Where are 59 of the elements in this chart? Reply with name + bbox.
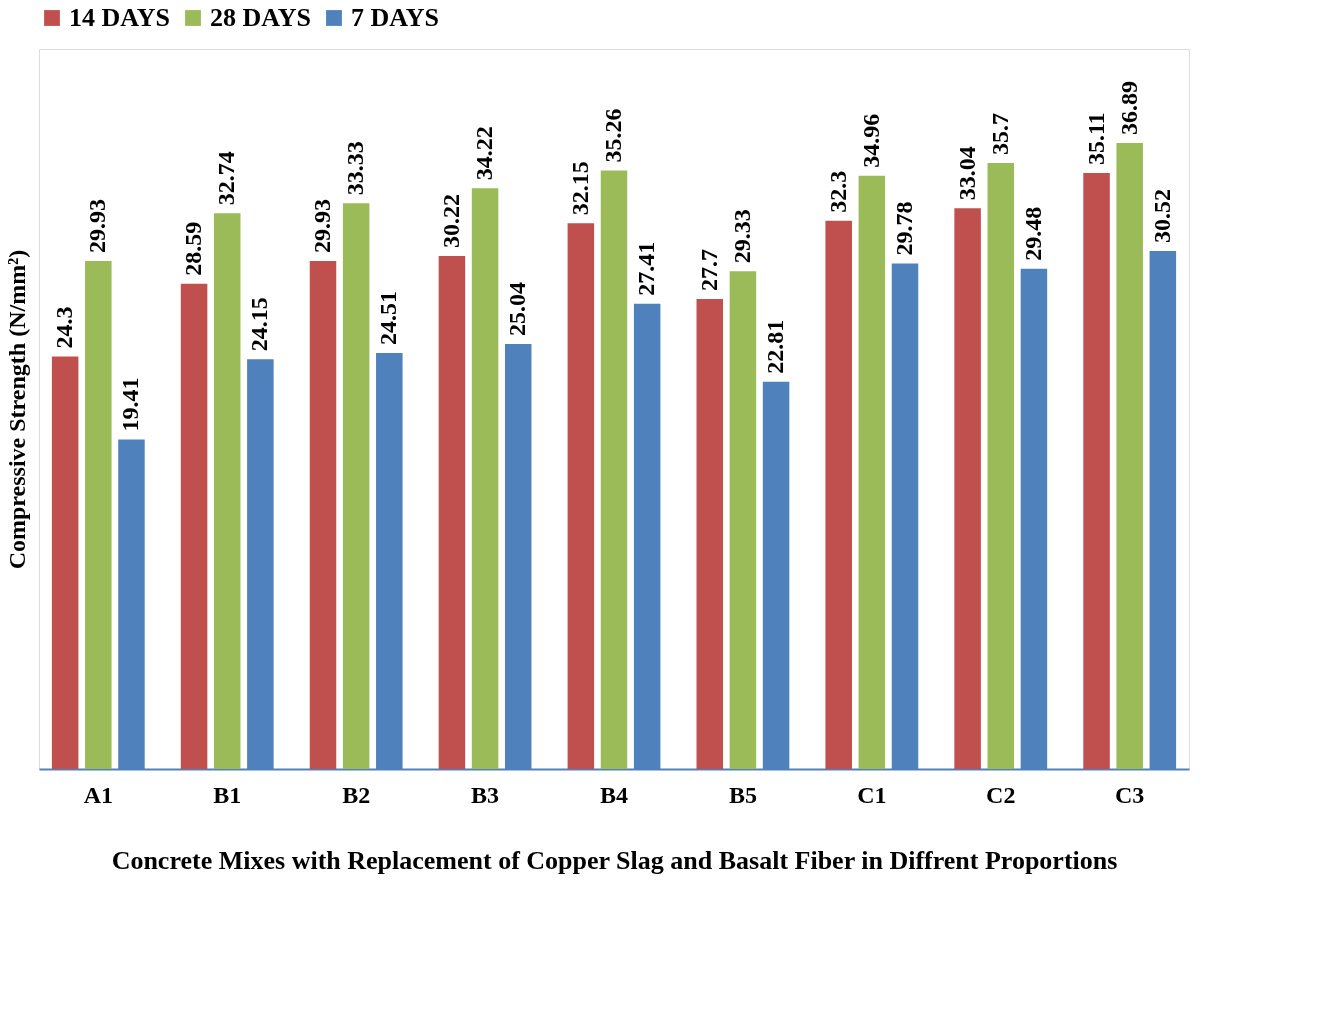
data-label: 29.93 [84,199,111,254]
data-label: 29.78 [891,201,917,256]
bar [1083,173,1110,769]
data-label: 29.93 [309,199,335,254]
bar [567,223,595,769]
x-tick-label: C3 [1115,781,1145,808]
bar [438,256,466,769]
x-tick-label: C1 [857,781,887,808]
data-label: 29.48 [1019,206,1046,261]
bar [825,220,852,769]
data-label: 27.7 [695,248,722,291]
y-axis-title: Compressive Strength (N/mm²) [3,249,30,570]
data-label: 19.41 [117,377,144,432]
data-label: 35.11 [1082,112,1109,166]
x-tick-label: B1 [213,781,242,808]
x-tick-label: B2 [342,781,371,808]
data-label: 32.15 [566,161,593,216]
data-label: 33.04 [953,146,980,201]
bar [954,208,981,769]
bar [858,175,886,769]
bar [85,261,112,769]
x-tick-label: B5 [728,781,757,808]
data-label: 34.22 [471,126,498,181]
legend-label: 28 DAYS [210,3,311,32]
x-axis-title: Concrete Mixes with Replacement of Copper Slag and Basalt Fiber in Diffrent Proportions [111,845,1118,875]
x-tick-label: B3 [471,781,500,808]
data-label: 24.15 [246,297,273,352]
bar [600,170,628,769]
bar [729,271,757,769]
data-label: 24.3 [51,306,78,349]
data-label: 33.33 [342,141,369,196]
data-label: 29.33 [728,209,755,264]
bar [471,188,499,769]
data-label: 34.96 [857,113,884,168]
data-label: 22.81 [762,319,789,374]
legend-label: 7 DAYS [351,3,439,32]
x-tick-label: C2 [986,781,1016,808]
data-label: 24.51 [375,291,402,346]
data-label: 32.74 [213,151,240,206]
data-label: 28.59 [180,221,207,276]
x-tick-label: A1 [83,781,113,808]
bar [696,298,724,769]
data-label: 30.52 [1148,189,1175,244]
data-label: 36.89 [1115,80,1142,135]
bar [51,356,79,769]
bar [342,203,370,769]
data-label: 35.7 [986,113,1013,156]
data-label: 27.41 [633,241,660,296]
data-label: 25.04 [504,282,531,337]
bar [1116,142,1143,769]
bar [987,163,1015,769]
x-tick-label: B4 [599,781,629,808]
data-label: 30.22 [437,194,464,249]
data-label: 32.3 [824,170,851,213]
data-label: 35.26 [600,108,626,163]
legend-label: 14 DAYS [69,3,170,32]
bar [180,283,208,769]
bar [213,213,241,769]
bar [309,261,337,769]
